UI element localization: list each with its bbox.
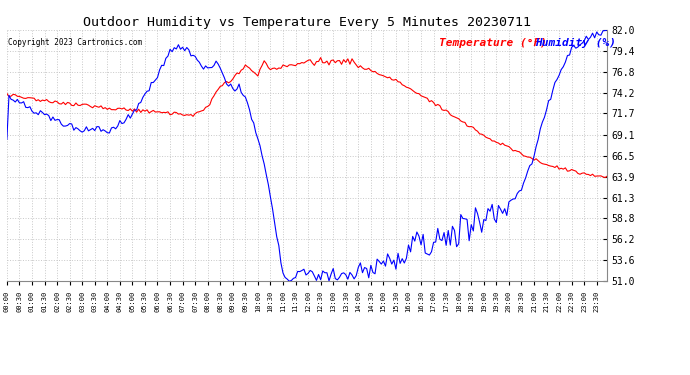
Text: Humidity (%): Humidity (%) [535,38,616,48]
Text: Temperature (°F): Temperature (°F) [439,38,547,48]
Title: Outdoor Humidity vs Temperature Every 5 Minutes 20230711: Outdoor Humidity vs Temperature Every 5 … [83,16,531,29]
Text: Copyright 2023 Cartronics.com: Copyright 2023 Cartronics.com [8,38,142,46]
